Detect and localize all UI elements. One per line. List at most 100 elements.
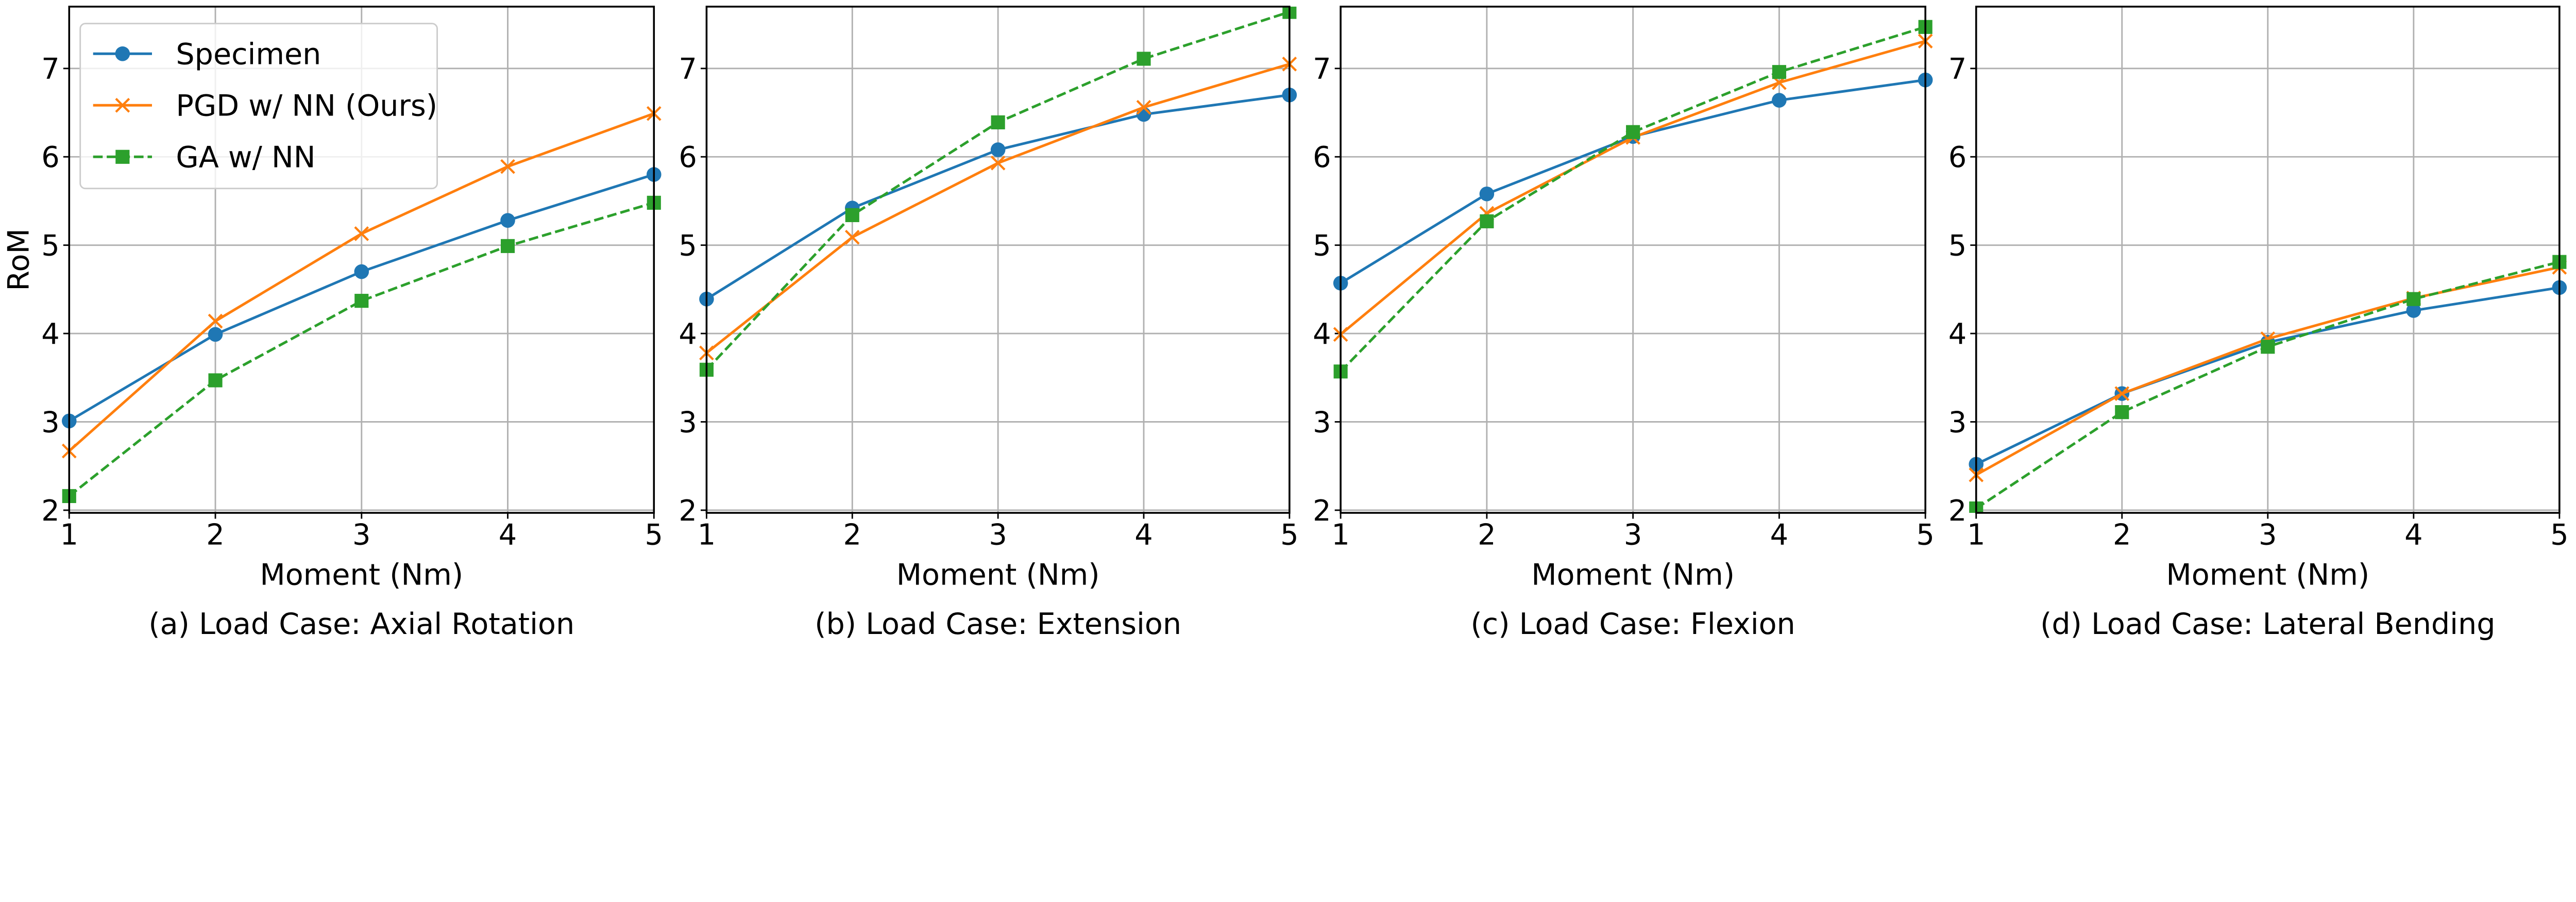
x-tick-label: 3 [352, 518, 370, 552]
subplot-caption: (c) Load Case: Flexion [1471, 607, 1795, 641]
x-tick-label: 4 [499, 518, 517, 552]
y-tick-label: 4 [41, 318, 59, 351]
y-tick-label: 5 [1948, 229, 1967, 263]
legend-entry: GA w/ NN [93, 140, 316, 174]
legend-label: GA w/ NN [176, 140, 315, 174]
data-point [2406, 292, 2421, 306]
axes-frame [705, 6, 1291, 514]
data-point [500, 159, 515, 174]
axes-frame [1975, 6, 2561, 514]
y-tick-label: 4 [679, 318, 697, 351]
y-tick-label: 2 [679, 494, 697, 528]
data-point [2261, 340, 2275, 354]
y-tick-label: 6 [41, 141, 59, 174]
data-point [2406, 303, 2421, 318]
data-point [1772, 93, 1787, 108]
legend-label: PGD w/ NN (Ours) [176, 89, 437, 123]
x-tick-label: 5 [2550, 518, 2568, 552]
x-tick-label: 4 [1134, 518, 1153, 552]
data-point [2114, 386, 2130, 401]
subplot-caption: (d) Load Case: Lateral Bending [2040, 607, 2495, 641]
x-tick-label: 1 [698, 518, 716, 552]
legend-entry: PGD w/ NN (Ours) [93, 89, 437, 123]
data-point [845, 208, 859, 222]
y-tick-label: 3 [679, 406, 697, 439]
legend-marker [115, 97, 130, 113]
data-point [1626, 125, 1640, 139]
y-tick-label: 7 [41, 53, 59, 86]
x-tick-label: 5 [645, 518, 663, 552]
series-ga-w-nn [1333, 20, 1933, 379]
data-point [990, 155, 1006, 171]
data-point [500, 213, 515, 228]
x-tick-label: 4 [1770, 518, 1788, 552]
legend-label: Specimen [176, 37, 321, 71]
subplot-caption: (b) Load Case: Extension [815, 607, 1181, 641]
legend: Specimen PGD w/ NN (Ours) GA w/ NN [79, 23, 438, 190]
x-tick-label: 1 [1967, 518, 1985, 552]
x-tick-label: 5 [1280, 518, 1298, 552]
data-point [1479, 186, 1495, 202]
y-tick-label: 5 [1313, 229, 1331, 263]
data-point [354, 264, 369, 279]
y-tick-label: 2 [1313, 494, 1331, 528]
legend-box [79, 23, 438, 190]
x-tick-label: 3 [1624, 518, 1642, 552]
x-tick-label: 1 [60, 518, 78, 552]
x-tick-label: 1 [1331, 518, 1349, 552]
y-tick-label: 7 [1948, 53, 1967, 86]
x-tick-label: 3 [2259, 518, 2277, 552]
data-point [208, 327, 223, 342]
x-axis-label: Moment (Nm) [896, 558, 1100, 592]
y-tick-label: 3 [1948, 406, 1967, 439]
x-tick-label: 4 [2404, 518, 2422, 552]
data-point [208, 313, 223, 329]
data-point [1136, 99, 1151, 115]
series-line [68, 201, 654, 497]
data-point [1480, 214, 1494, 228]
y-tick-label: 7 [1313, 53, 1331, 86]
series-line [1340, 25, 1926, 373]
y-tick-label: 6 [679, 141, 697, 174]
x-tick-label: 2 [843, 518, 861, 552]
y-axis-label: RoM [2, 228, 36, 291]
x-tick-label: 3 [989, 518, 1007, 552]
legend-marker [115, 46, 130, 61]
legend-marker [115, 149, 130, 164]
y-tick-label: 5 [41, 229, 59, 263]
subplot-caption: (a) Load Case: Axial Rotation [148, 607, 574, 641]
y-tick-label: 2 [1948, 494, 1967, 528]
y-tick-label: 2 [41, 494, 59, 528]
y-tick-label: 4 [1313, 318, 1331, 351]
data-point [2115, 405, 2129, 420]
series-ga-w-nn [699, 6, 1297, 377]
data-point [990, 142, 1006, 157]
data-point [844, 229, 860, 245]
x-tick-label: 2 [206, 518, 224, 552]
data-point [500, 239, 515, 253]
data-point [354, 294, 369, 308]
y-tick-label: 5 [679, 229, 697, 263]
x-tick-label: 2 [1478, 518, 1496, 552]
y-tick-label: 4 [1948, 318, 1967, 351]
x-axis-label: Moment (Nm) [2166, 558, 2369, 592]
x-tick-label: 2 [2113, 518, 2131, 552]
x-tick-label: 5 [1916, 518, 1934, 552]
data-point [1772, 65, 1786, 79]
data-point [1137, 52, 1151, 66]
y-tick-label: 3 [41, 406, 59, 439]
x-axis-label: Moment (Nm) [1531, 558, 1735, 592]
y-tick-label: 3 [1313, 406, 1331, 439]
x-axis-label: Moment (Nm) [260, 558, 463, 592]
data-point [354, 226, 369, 241]
y-tick-label: 6 [1313, 141, 1331, 174]
legend-entry: Specimen [93, 37, 321, 71]
axes-frame [1340, 6, 1926, 514]
data-point [208, 373, 223, 388]
y-tick-label: 7 [679, 53, 697, 86]
data-point [991, 115, 1005, 129]
